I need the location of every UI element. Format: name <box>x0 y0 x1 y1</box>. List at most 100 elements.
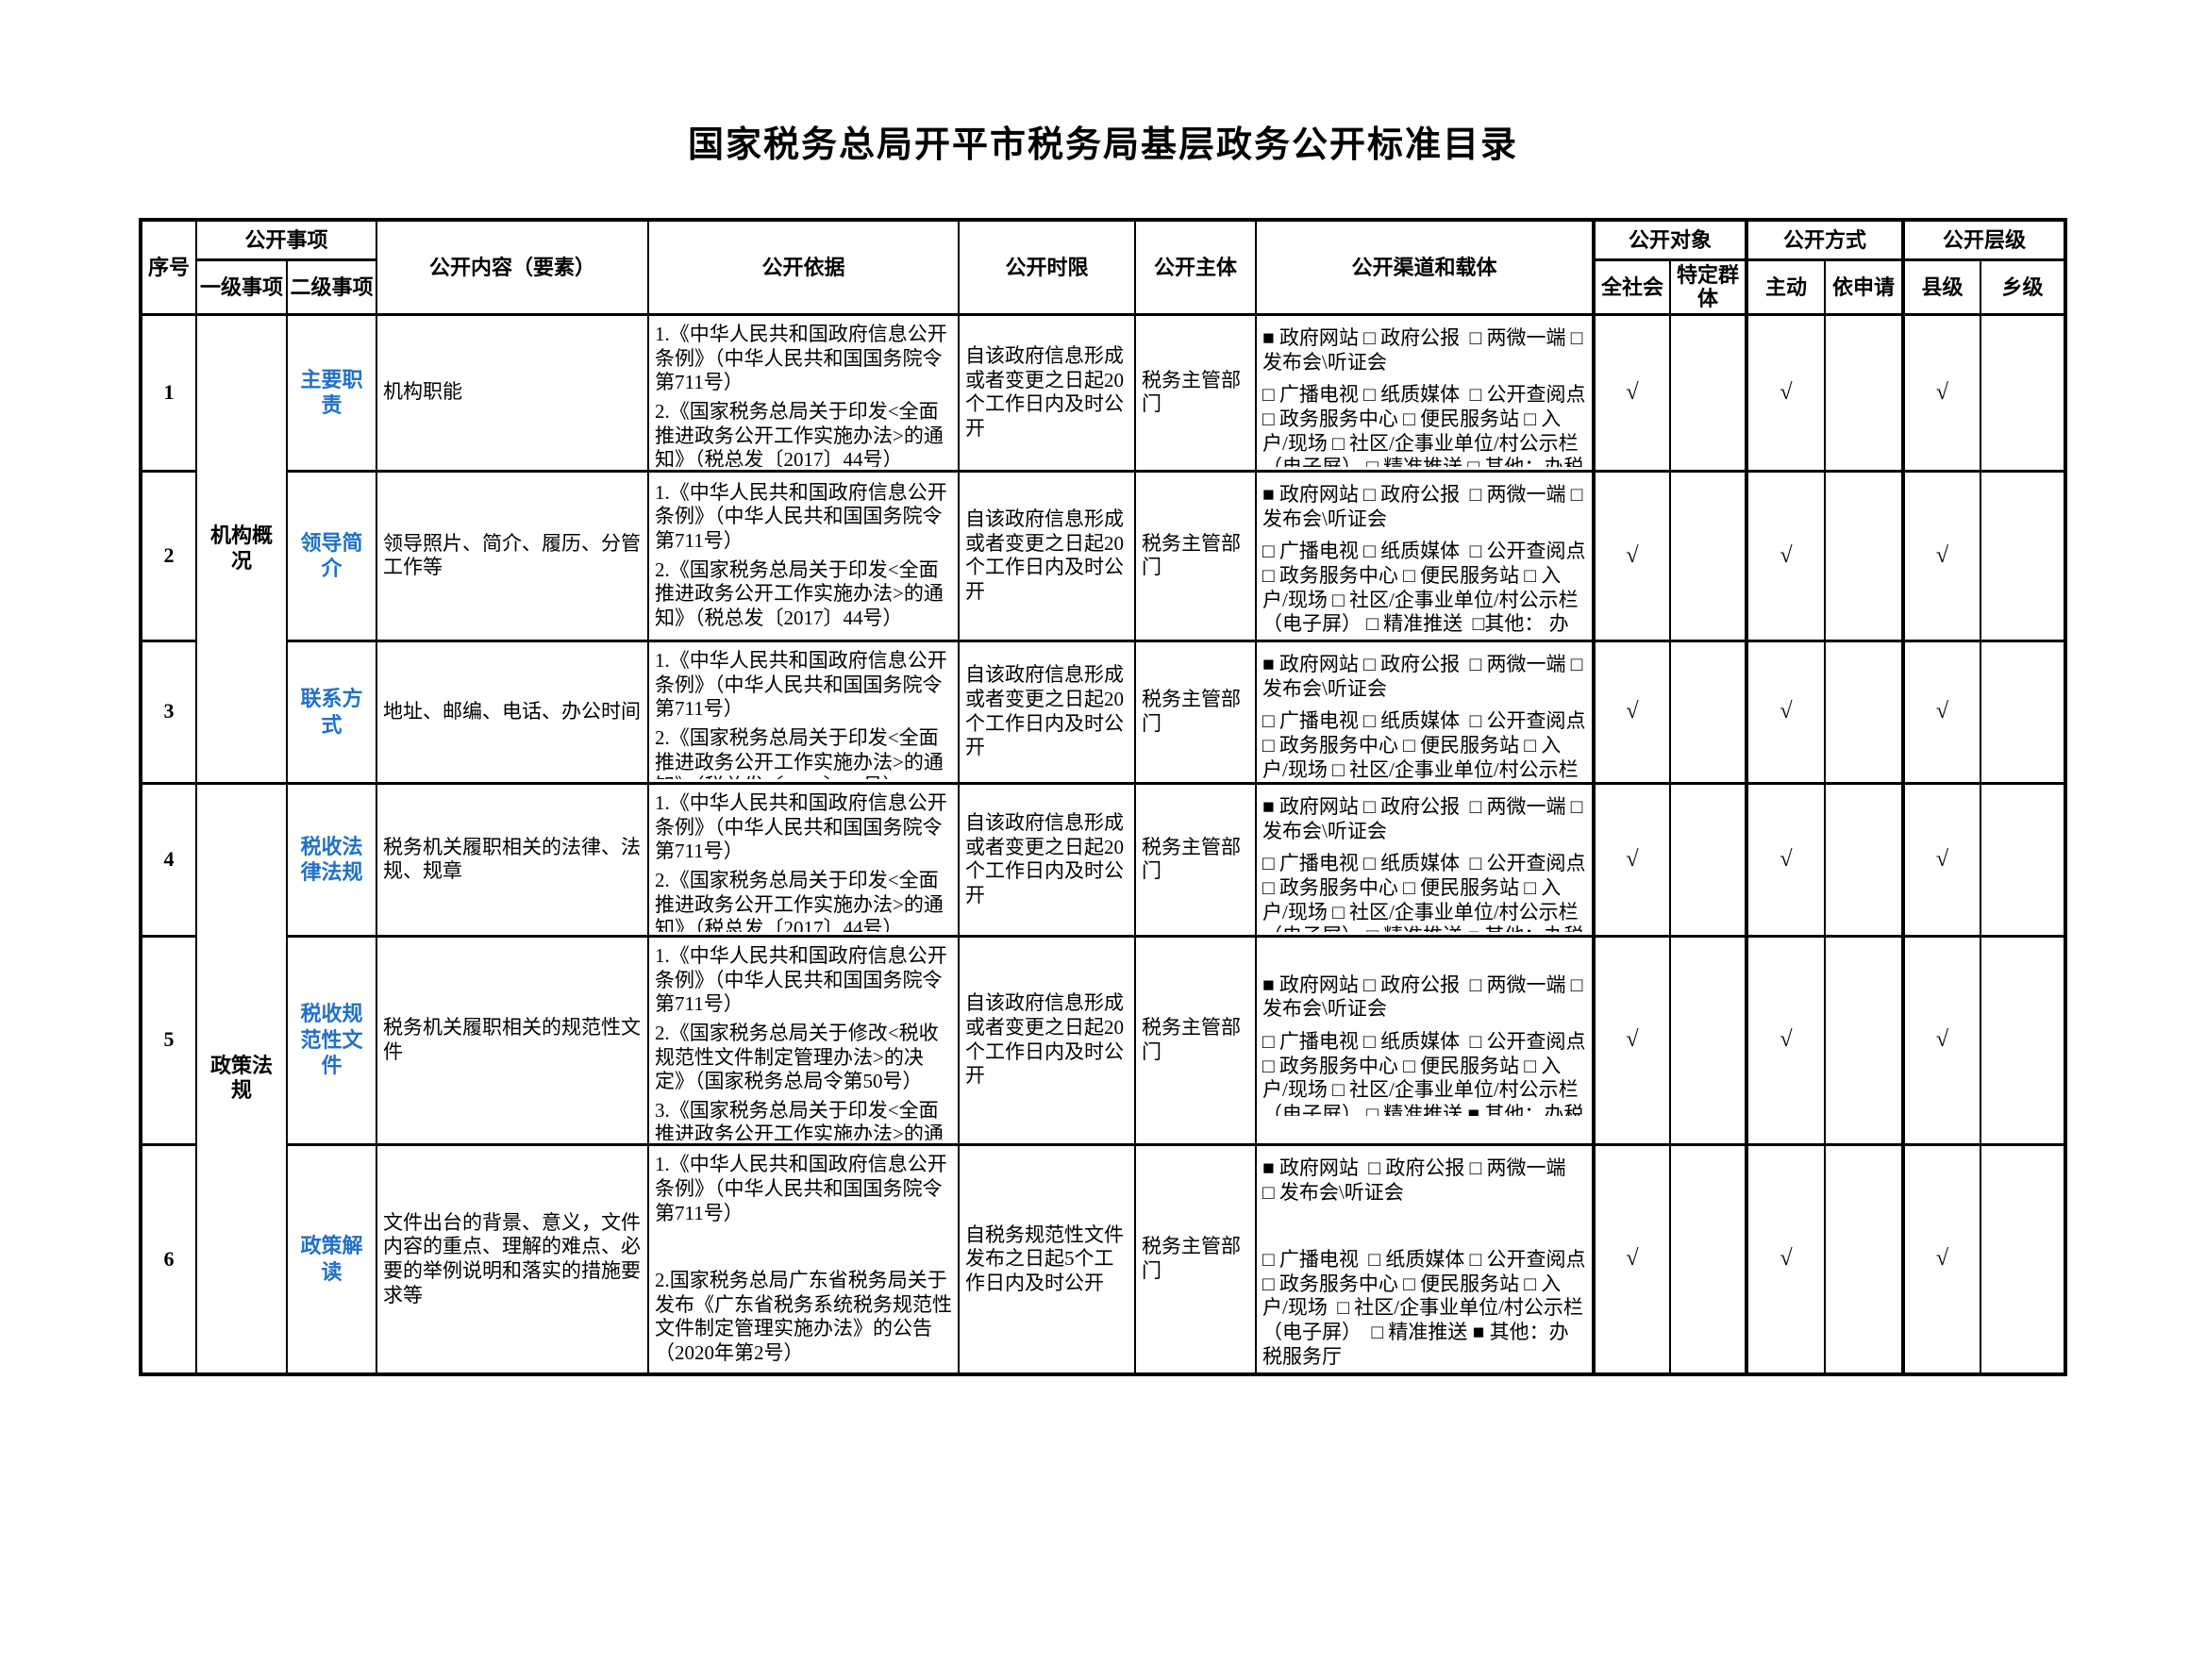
check-level-county: √ <box>1901 781 1982 938</box>
cell-seq: 2 <box>139 469 197 642</box>
check-method-request <box>1823 639 1905 785</box>
header-time-limit: 公开时限 <box>957 218 1136 316</box>
check-target-all: √ <box>1591 639 1671 785</box>
basis-item: 1.《中华人民共和国政府信息公开条例》（中华人民共和国国务院令第711号） <box>654 944 947 1016</box>
channel-line: ■ 政府网站 □ 政府公报 □ 两微一端 □ 发布会\听证会 <box>1262 973 1583 1021</box>
header-seq: 序号 <box>139 218 197 316</box>
check-target-specific <box>1668 469 1748 642</box>
check-method-request <box>1823 1142 1905 1376</box>
basis-item: 3.《国家税务总局关于印发<全面推进政务公开工作实施办法>的通知》（税总发〔20… <box>654 1098 944 1141</box>
check-level-town <box>1980 469 2067 642</box>
basis-item: 1.《中华人民共和国政府信息公开条例》（中华人民共和国国务院令第711号） <box>654 323 947 394</box>
cell-basis: 1.《中华人民共和国政府信息公开条例》（中华人民共和国国务院令第711号） 2.… <box>646 639 960 785</box>
check-level-town <box>1980 781 2067 938</box>
cell-basis: 1.《中华人民共和国政府信息公开条例》（中华人民共和国国务院令第711号） 2.… <box>646 469 960 642</box>
cell-channels: ■ 政府网站 □ 政府公报 □ 两微一端 □ 发布会\听证会 □ 广播电视 □ … <box>1254 781 1595 938</box>
cell-level1-group: 机构概况 <box>194 312 288 785</box>
channel-line: ■ 政府网站 □ 政府公报 □ 两微一端 □ 发布会\听证会 <box>1262 795 1583 842</box>
cell-time-limit: 自该政府信息形成或者变更之日起20个工作日内及时公开 <box>957 934 1136 1146</box>
channel-line: ■ 政府网站 □ 政府公报 □ 两微一端 □ 发布会\听证会 <box>1262 653 1583 700</box>
check-target-all: √ <box>1591 781 1671 938</box>
check-method-active: √ <box>1745 639 1826 785</box>
check-method-active: √ <box>1745 781 1826 938</box>
check-level-town <box>1980 1142 2067 1376</box>
cell-time-limit: 自该政府信息形成或者变更之日起20个工作日内及时公开 <box>957 469 1136 642</box>
cell-level1-group: 政策法规 <box>194 781 288 1376</box>
check-method-active: √ <box>1745 1142 1826 1376</box>
check-target-all: √ <box>1591 312 1671 473</box>
cell-subject: 税务主管部门 <box>1133 639 1257 785</box>
basis-item: 2.《国家税务总局关于印发<全面推进政务公开工作实施办法>的通知》（税总发〔20… <box>654 726 944 779</box>
check-target-all: √ <box>1591 934 1671 1146</box>
cell-subject: 税务主管部门 <box>1133 1142 1257 1376</box>
cell-basis: 1.《中华人民共和国政府信息公开条例》（中华人民共和国国务院令第711号） 2.… <box>646 934 960 1146</box>
header-level-town: 乡级 <box>1980 258 2067 316</box>
check-level-town <box>1980 639 2067 785</box>
basis-item: 2.《国家税务总局关于印发<全面推进政务公开工作实施办法>的通知》（税总发〔20… <box>654 400 944 468</box>
cell-channels: ■ 政府网站 □ 政府公报 □ 两微一端 □ 发布会\听证会 □ 广播电视 □ … <box>1254 639 1595 785</box>
basis-item: 1.《中华人民共和国政府信息公开条例》（中华人民共和国国务院令第711号） <box>654 480 947 553</box>
check-level-county: √ <box>1901 469 1982 642</box>
basis-item: 2.《国家税务总局关于印发<全面推进政务公开工作实施办法>的通知》（税总发〔20… <box>654 557 944 629</box>
check-method-active: √ <box>1745 312 1826 473</box>
cell-seq: 6 <box>139 1142 197 1376</box>
cell-content: 机构职能 <box>375 312 649 473</box>
cell-time-limit: 自该政府信息形成或者变更之日起20个工作日内及时公开 <box>957 639 1136 785</box>
check-level-county: √ <box>1901 1142 1982 1376</box>
header-row-sub: 一级事项 二级事项 全社会 特定群体 主动 依申请 县级 乡级 <box>141 258 2067 316</box>
document-page: 国家税务总局开平市税务局基层政务公开标准目录 序号 公开事项 公开内容（要素） … <box>0 121 2206 1680</box>
cell-content: 领导照片、简介、履历、分管工作等 <box>375 469 649 642</box>
header-basis: 公开依据 <box>646 218 960 316</box>
channel-line: □ 广播电视 □ 纸质媒体 □ 公开查阅点 □ 政务服务中心 □ 便民服务站 □… <box>1262 1248 1586 1368</box>
table-row: 6 政策解读 文件出台的背景、意义，文件内容的重点、理解的难点、必要的举例说明和… <box>139 1142 2067 1376</box>
header-target-all: 全社会 <box>1591 258 1671 316</box>
header-target-specific: 特定群体 <box>1668 258 1748 316</box>
cell-level2-link: 领导简介 <box>285 469 377 642</box>
check-level-county: √ <box>1901 639 1982 785</box>
header-level-county: 县级 <box>1901 258 1982 316</box>
cell-level2-link: 税收规范性文件 <box>285 934 377 1146</box>
cell-channels: ■ 政府网站 □ 政府公报 □ 两微一端 □ 发布会\听证会 □ 广播电视 □ … <box>1254 469 1595 642</box>
basis-item: 1.《中华人民共和国政府信息公开条例》（中华人民共和国国务院令第711号） <box>654 791 947 863</box>
check-level-county: √ <box>1901 934 1982 1146</box>
disclosure-standards-table: 序号 公开事项 公开内容（要素） 公开依据 公开时限 公开主体 公开渠道和载体 … <box>138 218 2068 1377</box>
header-level-group: 公开层级 <box>1901 218 2067 261</box>
check-target-all: √ <box>1591 1142 1671 1376</box>
cell-channels: ■ 政府网站 □ 政府公报 □ 两微一端 □ 发布会\听证会 □ 广播电视 □ … <box>1254 1142 1595 1376</box>
check-method-request <box>1823 781 1905 938</box>
basis-item: 2.国家税务总局广东省税务局关于发布《广东省税务系统税务规范性文件制定管理实施办… <box>654 1269 952 1364</box>
cell-level2-link: 联系方式 <box>285 639 377 785</box>
cell-time-limit: 自该政府信息形成或者变更之日起20个工作日内及时公开 <box>957 781 1136 938</box>
cell-basis: 1.《中华人民共和国政府信息公开条例》（中华人民共和国国务院令第711号） 2.… <box>646 1142 960 1376</box>
check-method-active: √ <box>1745 934 1826 1146</box>
header-matter-group: 公开事项 <box>194 218 377 261</box>
check-target-specific <box>1668 639 1748 785</box>
cell-seq: 4 <box>139 781 197 938</box>
check-method-request <box>1823 469 1905 642</box>
cell-seq: 3 <box>139 639 197 785</box>
cell-subject: 税务主管部门 <box>1133 934 1257 1146</box>
header-channels: 公开渠道和载体 <box>1254 218 1595 316</box>
header-level2: 二级事项 <box>285 258 377 316</box>
cell-subject: 税务主管部门 <box>1133 312 1257 473</box>
cell-channels: ■ 政府网站 □ 政府公报 □ 两微一端 □ 发布会\听证会 □ 广播电视 □ … <box>1254 312 1595 473</box>
table-row: 1 机构概况 主要职责 机构职能 1.《中华人民共和国政府信息公开条例》（中华人… <box>139 312 2067 785</box>
document-title: 国家税务总局开平市税务局基层政务公开标准目录 <box>687 125 1518 165</box>
cell-subject: 税务主管部门 <box>1133 781 1257 938</box>
check-target-specific <box>1668 781 1748 938</box>
channel-line: □ 广播电视 □ 纸质媒体 □ 公开查阅点 □ 政务服务中心 □ 便民服务站 □… <box>1262 1029 1586 1116</box>
table-row: 4 政策法规 税收法律法规 税务机关履职相关的法律、法规、规章 1.《中华人民共… <box>139 781 2067 1376</box>
header-method-group: 公开方式 <box>1744 218 1905 261</box>
cell-time-limit: 自税务规范性文件发布之日起5个工作日内及时公开 <box>957 1142 1136 1376</box>
check-target-specific <box>1668 312 1748 473</box>
header-subject: 公开主体 <box>1133 218 1257 316</box>
check-level-town <box>1980 312 2067 473</box>
cell-content: 文件出台的背景、意义，文件内容的重点、理解的难点、必要的举例说明和落实的措施要求… <box>375 1142 649 1376</box>
cell-seq: 5 <box>139 934 197 1146</box>
check-level-town <box>1980 934 2067 1146</box>
header-method-active: 主动 <box>1745 258 1826 316</box>
basis-item: 1.《中华人民共和国政府信息公开条例》（中华人民共和国国务院令第711号） <box>654 1153 947 1224</box>
channel-line: □ 广播电视 □ 纸质媒体 □ 公开查阅点 □ 政务服务中心 □ 便民服务站 □… <box>1262 709 1586 780</box>
cell-content: 地址、邮编、电话、办公时间 <box>375 639 649 785</box>
check-target-specific <box>1668 1142 1748 1376</box>
